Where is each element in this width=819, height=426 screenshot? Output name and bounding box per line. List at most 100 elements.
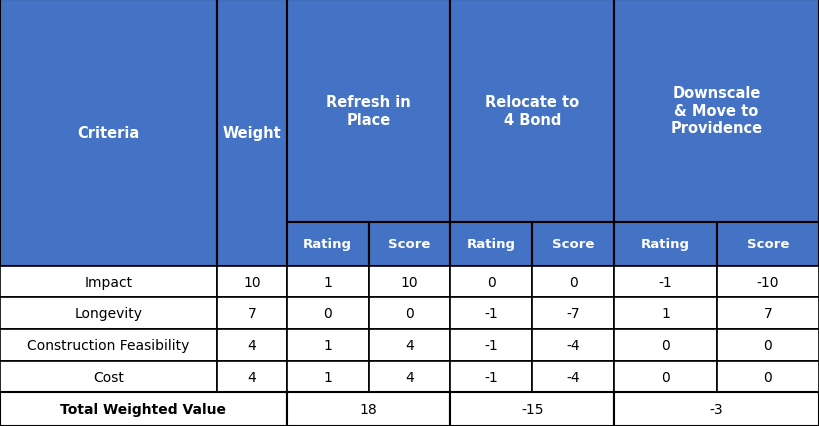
Text: 7: 7 (247, 307, 256, 320)
Bar (717, 361, 819, 392)
Bar (217, 329, 287, 361)
Text: -1: -1 (658, 275, 672, 289)
Bar (287, 298, 369, 329)
Text: 0: 0 (324, 307, 332, 320)
Text: 0: 0 (487, 275, 495, 289)
Text: -10: -10 (757, 275, 779, 289)
Bar (532, 0, 614, 222)
Text: -1: -1 (485, 338, 498, 352)
Bar (0, 0, 217, 222)
Bar (717, 329, 819, 361)
Bar (287, 222, 369, 266)
Text: Cost: Cost (93, 370, 124, 384)
Text: Rating: Rating (467, 238, 516, 250)
Text: -1: -1 (485, 307, 498, 320)
Text: 10: 10 (400, 275, 419, 289)
Bar (717, 222, 819, 266)
Bar (0, 329, 217, 361)
Bar (614, 329, 717, 361)
Bar (450, 222, 532, 266)
Bar (369, 298, 450, 329)
Bar (287, 222, 369, 266)
Bar (532, 222, 614, 266)
Text: Score: Score (552, 238, 595, 250)
Bar (532, 222, 614, 266)
Bar (450, 329, 532, 361)
Text: 4: 4 (247, 338, 256, 352)
Text: -4: -4 (567, 338, 580, 352)
Bar (369, 222, 450, 266)
Bar (532, 329, 614, 361)
Bar (287, 361, 369, 392)
Bar (287, 392, 450, 426)
Text: 4: 4 (405, 338, 414, 352)
Bar (532, 298, 614, 329)
Bar (0, 298, 217, 329)
Bar (717, 0, 819, 222)
Bar (614, 222, 717, 266)
Text: 1: 1 (661, 307, 670, 320)
Bar (717, 298, 819, 329)
Bar (369, 266, 450, 298)
Bar (614, 361, 717, 392)
Text: Weight: Weight (223, 126, 281, 141)
Text: Total Weighted Value: Total Weighted Value (61, 402, 226, 416)
Text: Longevity: Longevity (75, 307, 143, 320)
Bar (614, 266, 717, 298)
Bar (217, 392, 287, 426)
Bar (717, 222, 819, 266)
Text: 4: 4 (405, 370, 414, 384)
Bar (450, 298, 532, 329)
Text: Downscale
& Move to
Providence: Downscale & Move to Providence (671, 86, 762, 136)
Text: Rating: Rating (303, 238, 352, 250)
Text: 0: 0 (661, 338, 670, 352)
Bar (717, 392, 819, 426)
Bar (217, 0, 287, 266)
Bar (217, 0, 287, 222)
Text: 7: 7 (763, 307, 772, 320)
Bar (369, 392, 450, 426)
Text: 1: 1 (324, 370, 332, 384)
Text: Criteria: Criteria (77, 126, 140, 141)
Bar (450, 266, 532, 298)
Bar (369, 329, 450, 361)
Text: 1: 1 (324, 275, 332, 289)
Bar (369, 361, 450, 392)
Bar (450, 361, 532, 392)
Bar (614, 392, 717, 426)
Text: 0: 0 (405, 307, 414, 320)
Bar (450, 0, 614, 222)
Bar (217, 298, 287, 329)
Text: 0: 0 (661, 370, 670, 384)
Bar (0, 392, 217, 426)
Text: -15: -15 (521, 402, 544, 416)
Bar (450, 222, 532, 266)
Bar (450, 392, 614, 426)
Text: -1: -1 (485, 370, 498, 384)
Bar (369, 222, 450, 266)
Bar (532, 392, 614, 426)
Bar (614, 392, 819, 426)
Bar (369, 0, 450, 222)
Bar (287, 0, 450, 222)
Bar (0, 0, 217, 266)
Bar (0, 222, 217, 266)
Bar (0, 266, 217, 298)
Text: Rating: Rating (641, 238, 690, 250)
Bar (287, 266, 369, 298)
Bar (614, 298, 717, 329)
Text: Construction Feasibility: Construction Feasibility (27, 338, 190, 352)
Bar (614, 222, 717, 266)
Text: 18: 18 (360, 402, 378, 416)
Text: -7: -7 (567, 307, 580, 320)
Text: Refresh in
Place: Refresh in Place (326, 95, 411, 127)
Bar (532, 266, 614, 298)
Text: Relocate to
4 Bond: Relocate to 4 Bond (486, 95, 579, 127)
Bar (217, 222, 287, 266)
Bar (287, 392, 369, 426)
Bar (532, 361, 614, 392)
Bar (450, 392, 532, 426)
Text: 10: 10 (243, 275, 260, 289)
Text: Impact: Impact (84, 275, 133, 289)
Text: -3: -3 (710, 402, 723, 416)
